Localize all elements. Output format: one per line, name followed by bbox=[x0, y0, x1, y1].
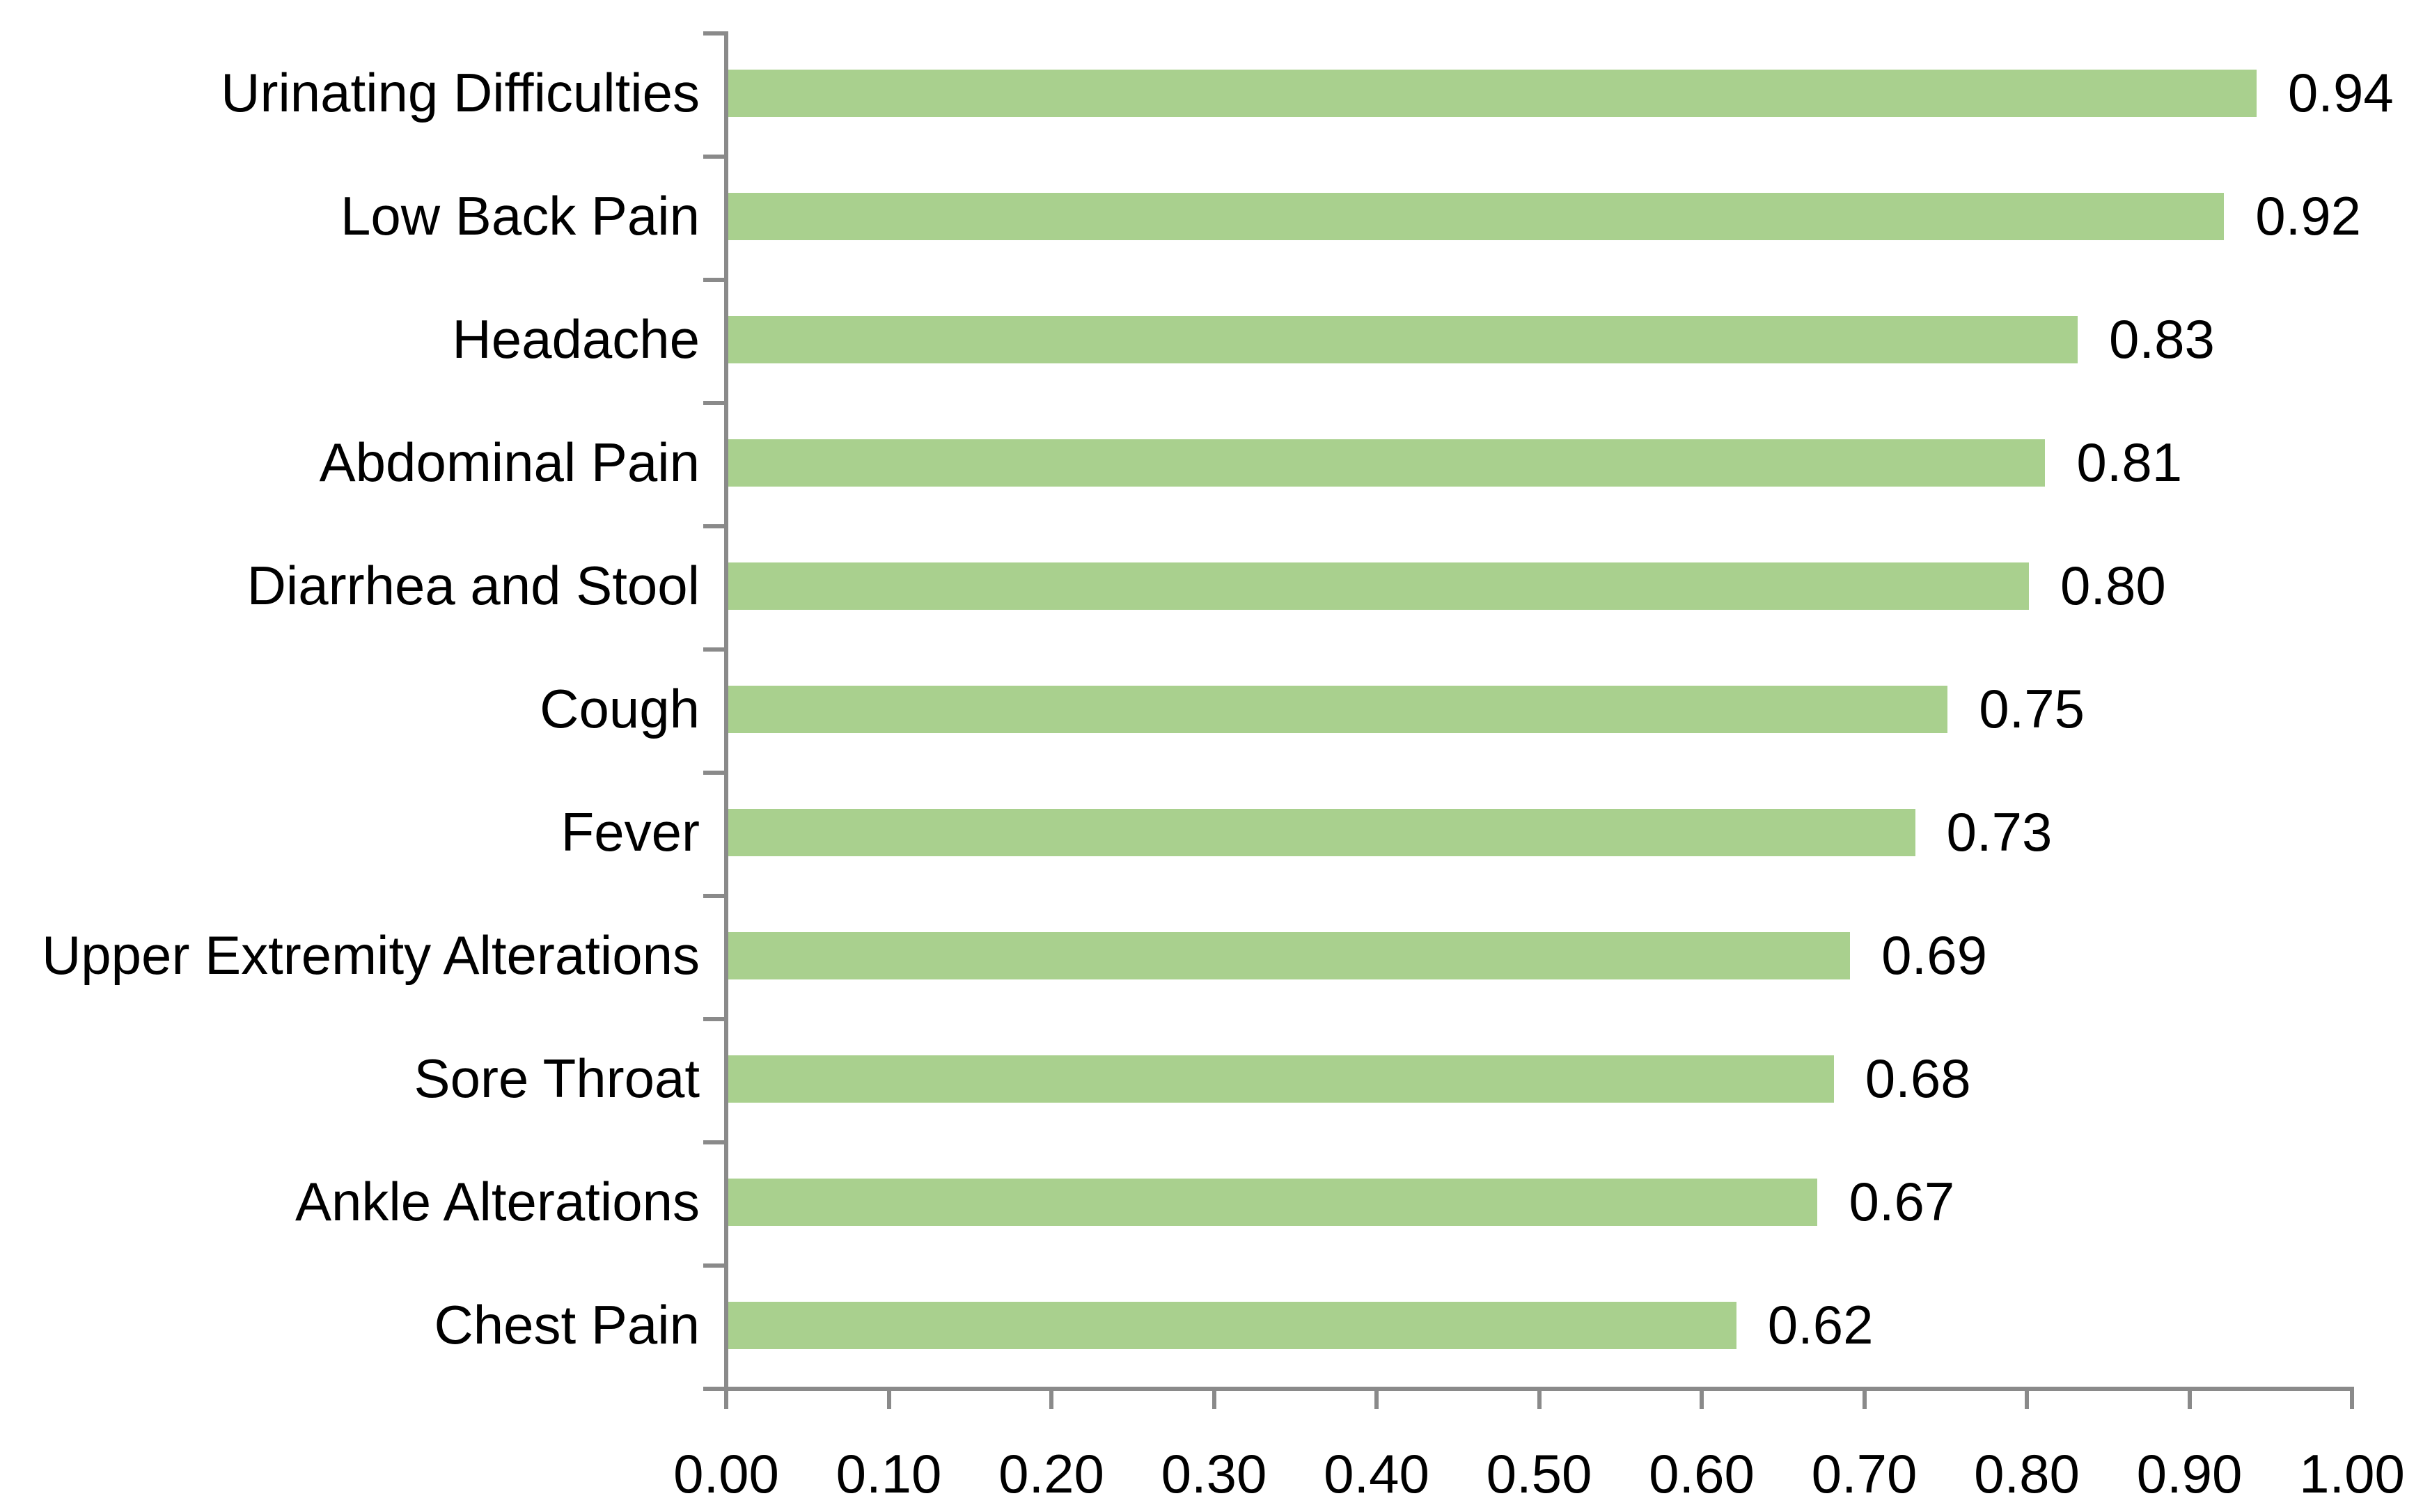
y-axis-tick bbox=[703, 894, 724, 898]
category-label: Upper Extremity Alterations bbox=[41, 924, 700, 986]
y-axis-tick bbox=[703, 1387, 724, 1391]
bar bbox=[728, 685, 1948, 733]
bar bbox=[728, 1301, 1736, 1349]
category-label: Fever bbox=[560, 801, 700, 863]
x-tick-label: 0.30 bbox=[1161, 1442, 1267, 1504]
x-axis-tick bbox=[2187, 1391, 2192, 1409]
bar bbox=[728, 1055, 1834, 1103]
value-label: 0.94 bbox=[2287, 62, 2394, 123]
x-tick-label: 0.50 bbox=[1486, 1442, 1592, 1504]
bar bbox=[728, 69, 2257, 117]
x-tick-label: 0.70 bbox=[1811, 1442, 1918, 1504]
value-label: 0.67 bbox=[1849, 1171, 1955, 1232]
x-axis-tick bbox=[1049, 1391, 1053, 1409]
x-tick-label: 0.60 bbox=[1649, 1442, 1755, 1504]
y-axis-tick bbox=[703, 647, 724, 652]
x-tick-label: 0.10 bbox=[836, 1442, 942, 1504]
bar bbox=[728, 439, 2046, 487]
x-axis-tick bbox=[1862, 1391, 1867, 1409]
bar bbox=[728, 931, 1851, 979]
bar bbox=[728, 1178, 1818, 1226]
category-label: Sore Throat bbox=[414, 1048, 700, 1109]
value-label: 0.69 bbox=[1881, 924, 1987, 986]
y-axis-tick bbox=[703, 31, 724, 36]
x-tick-label: 0.90 bbox=[2136, 1442, 2243, 1504]
bar bbox=[728, 562, 2029, 610]
bar bbox=[728, 192, 2225, 240]
x-axis-tick bbox=[1374, 1391, 1379, 1409]
x-tick-label: 0.20 bbox=[998, 1442, 1104, 1504]
x-tick-label: 1.00 bbox=[2299, 1442, 2405, 1504]
value-label: 0.62 bbox=[1767, 1294, 1874, 1355]
category-label: Cough bbox=[540, 678, 700, 739]
category-label: Abdominal Pain bbox=[319, 432, 700, 493]
category-label: Urinating Difficulties bbox=[221, 62, 700, 123]
x-axis-tick bbox=[2025, 1391, 2029, 1409]
category-label: Chest Pain bbox=[434, 1294, 700, 1355]
x-axis-line bbox=[724, 1387, 2354, 1391]
bar bbox=[728, 808, 1915, 856]
value-label: 0.83 bbox=[2109, 308, 2215, 370]
y-axis-tick bbox=[703, 1017, 724, 1021]
category-label: Diarrhea and Stool bbox=[246, 555, 700, 616]
y-axis-tick bbox=[703, 1140, 724, 1144]
y-axis-tick bbox=[703, 524, 724, 528]
y-axis-tick bbox=[703, 155, 724, 159]
value-label: 0.68 bbox=[1865, 1048, 1971, 1109]
x-tick-label: 0.00 bbox=[673, 1442, 779, 1504]
x-axis-tick bbox=[724, 1391, 728, 1409]
value-label: 0.75 bbox=[1979, 678, 2085, 739]
y-axis-tick bbox=[703, 1263, 724, 1268]
value-label: 0.81 bbox=[2076, 432, 2183, 493]
x-axis-tick bbox=[1212, 1391, 1216, 1409]
category-label: Headache bbox=[452, 308, 700, 370]
bar bbox=[728, 315, 2078, 363]
x-tick-label: 0.80 bbox=[1974, 1442, 2080, 1504]
x-axis-tick bbox=[886, 1391, 891, 1409]
category-label: Ankle Alterations bbox=[295, 1171, 700, 1232]
y-axis-tick bbox=[703, 278, 724, 282]
y-axis-tick bbox=[703, 771, 724, 775]
y-axis-line bbox=[724, 31, 728, 1408]
x-axis-tick bbox=[1537, 1391, 1542, 1409]
value-label: 0.80 bbox=[2060, 555, 2166, 616]
x-axis-tick bbox=[2350, 1391, 2354, 1409]
y-axis-tick bbox=[703, 401, 724, 405]
x-axis-tick bbox=[1700, 1391, 1704, 1409]
x-tick-label: 0.40 bbox=[1324, 1442, 1429, 1504]
category-label: Low Back Pain bbox=[340, 185, 700, 246]
value-label: 0.92 bbox=[2255, 185, 2361, 246]
value-label: 0.73 bbox=[1946, 801, 2053, 863]
